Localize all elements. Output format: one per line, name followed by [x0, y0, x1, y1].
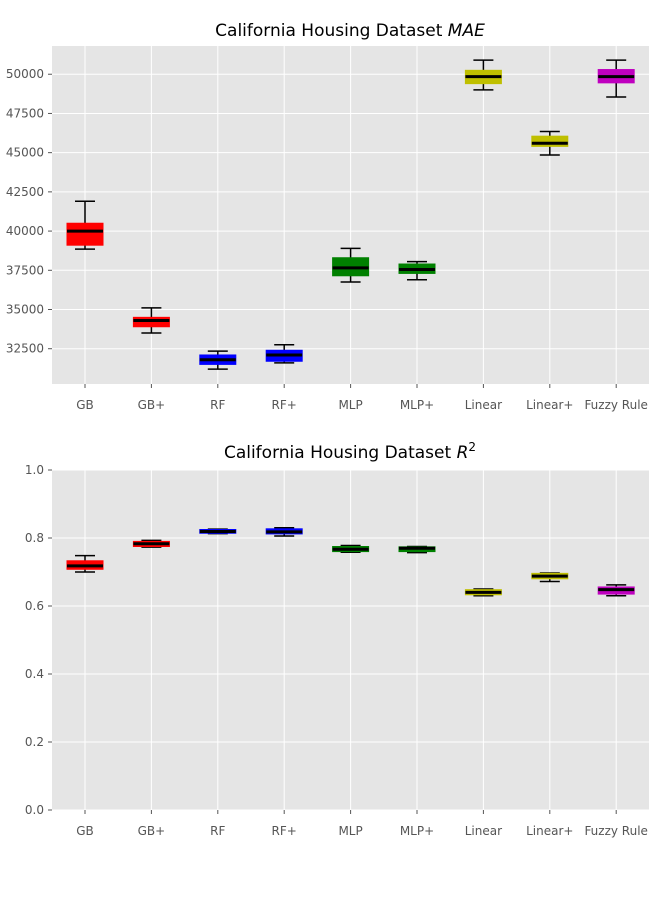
mae-box-linear	[464, 59, 502, 91]
mae-xtick-label: RF	[210, 398, 225, 412]
r2-box-fuzzy-rule	[597, 584, 635, 597]
mae-ytick-label: 50000	[6, 67, 44, 81]
r2-plot: 0.0 0.2 0.4 0.6 0.8 1.0 GB GB+ RF RF+ MLP MLP+ Linea…	[25, 463, 649, 838]
mae-chart-title: California Housing Dataset MAE	[215, 21, 485, 41]
mae-box-gb-	[132, 307, 170, 334]
r2-ytick-label: 1.0	[25, 463, 44, 477]
r2-box-mlp	[332, 544, 370, 554]
mae-xtick-label: RF+	[272, 398, 297, 412]
r2-chart-title: California Housing Dataset R2	[224, 440, 476, 463]
mae-box-gb	[66, 200, 104, 250]
mae-box-mlp	[332, 247, 370, 283]
mae-xtick-label: MLP	[338, 398, 362, 412]
mae-box-rf	[199, 350, 237, 370]
box-body	[531, 135, 569, 147]
mae-box-rf-	[265, 344, 303, 364]
r2-ytick-label: 0.2	[25, 735, 44, 749]
r2-xtick-label: GB+	[138, 824, 166, 838]
mae-xtick-label: GB+	[138, 398, 166, 412]
r2-box-mlp-	[398, 545, 436, 554]
box-body	[132, 316, 170, 328]
r2-xtick-label: RF	[210, 824, 225, 838]
mae-plot: 32500 35000 37500 40000 42500 45000 47500 50000…	[6, 46, 649, 412]
mae-box-fuzzy-rule	[597, 59, 635, 98]
mae-box-linear-	[531, 130, 569, 156]
r2-box-gb	[66, 554, 104, 573]
r2-xtick-label: Fuzzy Rule	[584, 824, 648, 838]
r2-xtick-label: RF+	[272, 824, 297, 838]
r2-box-rf-	[265, 527, 303, 537]
r2-xtick-label: MLP	[338, 824, 362, 838]
r2-ytick-label: 0.0	[25, 803, 44, 817]
mae-ytick-label: 42500	[6, 185, 44, 199]
r2-xtick-label: Linear+	[526, 824, 573, 838]
r2-xtick-label: GB	[76, 824, 94, 838]
mae-ytick-label: 37500	[6, 263, 44, 277]
mae-ytick-label: 35000	[6, 302, 44, 316]
mae-box-mlp-	[398, 260, 436, 281]
mae-xtick-label: MLP+	[400, 398, 434, 412]
mae-ytick-label: 45000	[6, 146, 44, 160]
r2-ytick-label: 0.6	[25, 599, 44, 613]
r2-xtick-label: MLP+	[400, 824, 434, 838]
mae-xtick-label: Fuzzy Rule	[584, 398, 648, 412]
r2-box-linear	[464, 588, 502, 597]
r2-chart: California Housing Dataset R2 0.00.20.40…	[25, 440, 649, 838]
mae-ytick-label: 47500	[6, 106, 44, 120]
box-body	[66, 222, 104, 246]
r2-box-linear-	[531, 572, 569, 583]
r2-xtick-label: Linear	[465, 824, 502, 838]
mae-chart: California Housing Dataset MAE 32500 3500…	[6, 21, 649, 412]
r2-box-rf	[199, 528, 237, 535]
mae-ytick-label: 40000	[6, 224, 44, 238]
r2-ytick-label: 0.8	[25, 531, 44, 545]
mae-xtick-label: GB	[76, 398, 94, 412]
mae-xtick-label: Linear	[465, 398, 502, 412]
r2-ytick-label: 0.4	[25, 667, 44, 681]
mae-xtick-label: Linear+	[526, 398, 573, 412]
mae-ytick-label: 32500	[6, 342, 44, 356]
r2-box-gb-	[132, 539, 170, 548]
